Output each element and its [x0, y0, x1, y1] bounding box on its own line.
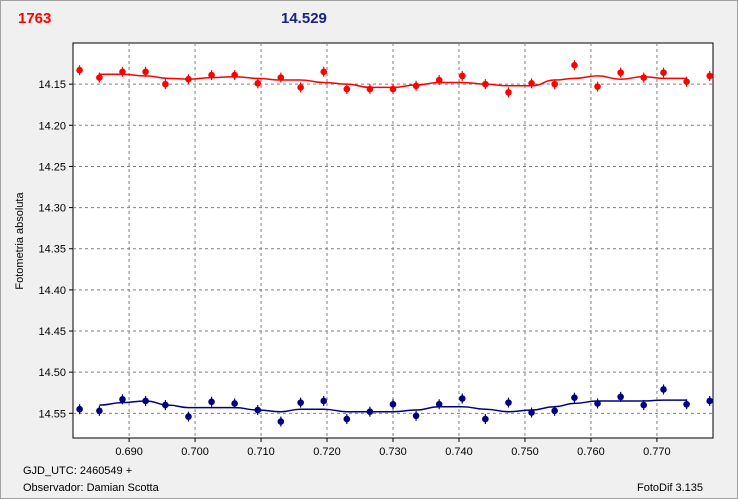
series-1-point: [482, 415, 489, 423]
y-tick-label: 14.50: [38, 367, 66, 379]
series-0-point: [528, 80, 535, 87]
observer-label: Observador: Damian Scotta: [23, 482, 159, 494]
x-tick-label: 0.740: [445, 446, 473, 458]
series-layer: [76, 60, 714, 427]
y-axis-ticks: 14.15 14.20 14.25 14.30 14.35 14.40 14.45 14.50…: [38, 79, 73, 420]
series-1-point: [706, 397, 714, 405]
y-tick-label: 14.45: [38, 326, 66, 338]
series-0-point: [119, 68, 126, 76]
y-tick-label: 14.35: [38, 244, 66, 256]
series-0-point: [412, 82, 420, 90]
series-0-point: [571, 61, 578, 69]
series-0-point: [617, 69, 624, 76]
y-tick-label: 14.30: [38, 203, 66, 215]
series-0-point: [660, 69, 667, 76]
y-tick-label: 14.40: [38, 285, 66, 297]
series-0-point: [277, 74, 285, 81]
series-1-point: [640, 401, 648, 409]
software-label: FotoDif 3.135: [637, 482, 704, 494]
series-1-point: [254, 406, 262, 414]
series-1-point: [366, 408, 374, 415]
x-tick-label: 0.720: [313, 446, 341, 458]
y-tick-label: 14.25: [38, 161, 66, 173]
series-1-point: [343, 415, 351, 423]
series-1-point: [320, 397, 328, 405]
series-1-point: [297, 399, 304, 406]
series-1-point: [505, 399, 512, 406]
series-0: [76, 60, 714, 98]
series-1-point: [435, 400, 443, 408]
x-tick-label: 0.710: [247, 446, 275, 458]
series-1-point: [594, 400, 601, 407]
x-tick-label: 0.750: [511, 446, 539, 458]
series-0-point: [76, 66, 83, 74]
series-1-point: [96, 407, 103, 415]
y-tick-label: 14.20: [38, 120, 66, 132]
series-0-point: [343, 85, 351, 93]
series-0-point: [231, 71, 238, 79]
series-0-point: [142, 68, 149, 76]
series-0-point: [683, 78, 690, 85]
series-1-point: [185, 413, 192, 420]
series-1-point: [458, 395, 466, 402]
series-1: [76, 384, 714, 427]
series-0-point: [162, 80, 169, 88]
series-1-point: [571, 394, 578, 401]
x-tick-label: 0.760: [577, 446, 605, 458]
series-0-point: [96, 74, 103, 81]
gjd-label: GJD_UTC: 2460549 +: [23, 465, 133, 477]
x-tick-label: 0.690: [115, 446, 143, 458]
y-axis-title: Fotometria absoluta: [14, 192, 26, 290]
series-1-point: [617, 393, 624, 401]
series-1-point: [683, 400, 690, 408]
series-1-point: [142, 397, 149, 405]
y-tick-label: 14.15: [38, 79, 66, 91]
x-tick-label: 0.700: [181, 446, 209, 458]
series-0-point: [297, 84, 304, 91]
series-0-point: [458, 72, 466, 80]
x-tick-label: 0.770: [643, 446, 671, 458]
series-1-point: [551, 407, 558, 415]
series-1-point: [119, 396, 126, 403]
target-star-label: 1763: [18, 10, 52, 27]
series-0-point: [389, 85, 397, 93]
series-0-point: [366, 85, 374, 93]
series-1-point: [231, 400, 238, 407]
series-1-point: [76, 405, 83, 413]
plot-area: [72, 42, 714, 439]
series-1-point: [660, 386, 667, 393]
x-axis-ticks: 0.690 0.700 0.710 0.720 0.730 0.740 0.750 0.760…: [115, 438, 671, 458]
series-0-point: [254, 80, 262, 87]
series-0-point: [594, 83, 601, 90]
series-1-point: [412, 412, 420, 420]
series-1-point: [389, 400, 397, 408]
series-0-point: [208, 71, 215, 79]
series-0-point: [320, 68, 328, 76]
series-1-fit-line: [99, 399, 687, 413]
series-0-point: [185, 75, 192, 83]
series-0-point: [435, 76, 443, 84]
series-0-point: [640, 74, 648, 81]
series-1-point: [277, 418, 285, 425]
series-0-point: [706, 72, 714, 80]
series-1-point: [208, 398, 215, 406]
series-1-point: [528, 409, 535, 416]
series-0-point: [505, 89, 512, 96]
y-tick-label: 14.55: [38, 408, 66, 420]
series-0-point: [551, 80, 558, 88]
series-0-point: [482, 80, 489, 88]
reference-magnitude-label: 14.529: [281, 10, 327, 27]
x-tick-label: 0.730: [379, 446, 407, 458]
series-1-point: [162, 401, 169, 409]
